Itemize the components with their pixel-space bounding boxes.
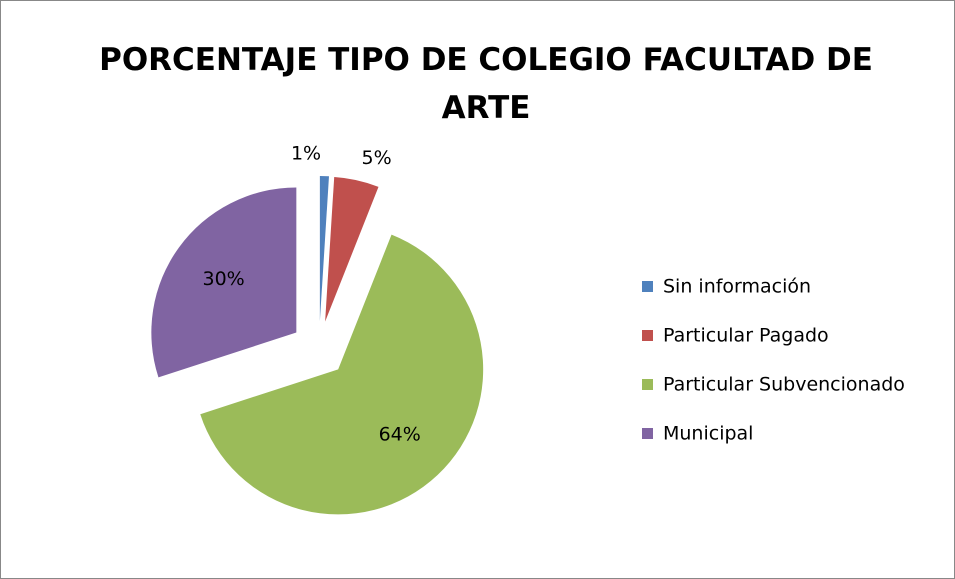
pie-slice — [151, 187, 297, 378]
data-label: 1% — [291, 143, 321, 165]
legend-swatch — [642, 379, 653, 390]
pie-slice — [325, 176, 379, 322]
legend-swatch — [642, 330, 653, 341]
pie-slice — [200, 234, 484, 515]
data-label: 5% — [362, 147, 392, 169]
legend-label: Particular Subvencionado — [663, 374, 905, 396]
legend-label: Sin información — [663, 276, 811, 298]
legend-label: Municipal — [663, 423, 753, 445]
legend-label: Particular Pagado — [663, 325, 829, 347]
legend-swatch — [642, 428, 653, 439]
legend-swatch — [642, 281, 653, 292]
chart-title: PORCENTAJE TIPO DE COLEGIO FACULTAD DE A… — [99, 42, 873, 126]
data-label: 64% — [379, 423, 421, 445]
data-label: 30% — [202, 268, 244, 290]
pie-slice — [319, 176, 329, 322]
